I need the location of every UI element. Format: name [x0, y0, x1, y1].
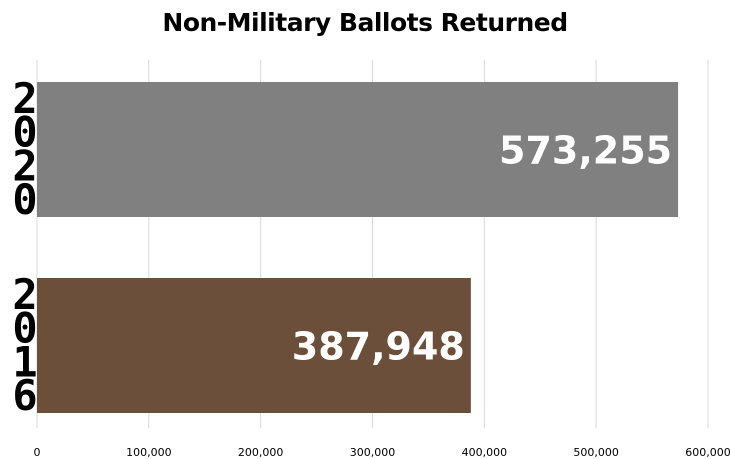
bar-data-label: 387,948	[292, 325, 465, 369]
y-axis-tick-labels: 2 0 2 0 2 0 1 6	[12, 74, 37, 420]
x-tick-label: 0	[34, 446, 41, 459]
x-tick-label: 400,000	[462, 446, 508, 459]
chart-title: Non-Military Ballots Returned	[162, 8, 568, 37]
data-labels: 573,255 387,948	[292, 129, 672, 369]
x-axis-tick-labels: 0 100,000 200,000 300,000 400,000 500,000 600,…	[34, 446, 730, 459]
x-tick-label: 200,000	[238, 446, 284, 459]
bar	[37, 278, 471, 413]
bar-data-label: 573,255	[499, 129, 672, 173]
bar	[37, 82, 679, 217]
x-tick-label: 100,000	[126, 446, 172, 459]
x-tick-label: 500,000	[573, 446, 619, 459]
x-tick-label: 300,000	[350, 446, 396, 459]
x-tick-label: 600,000	[685, 446, 730, 459]
bars	[37, 82, 679, 413]
